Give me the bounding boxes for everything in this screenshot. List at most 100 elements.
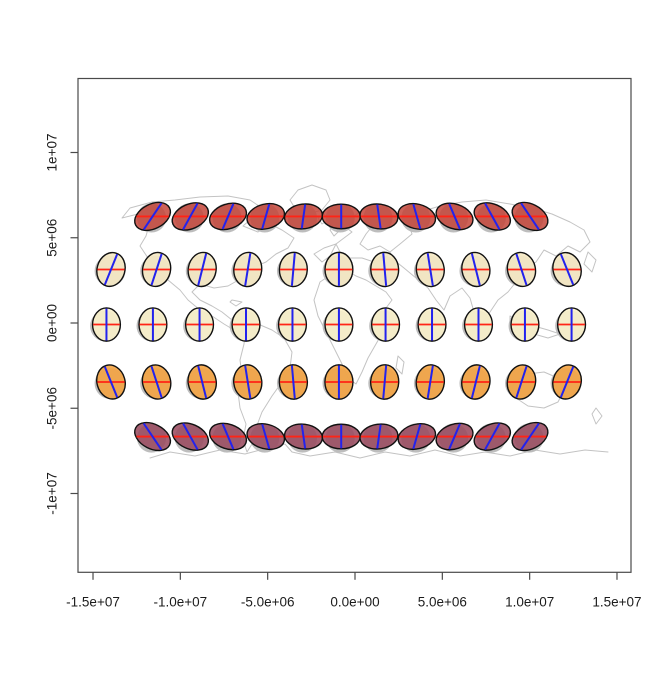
ellipse-row-lat-30N [94,251,582,288]
tissot-ellipse-glyph [369,364,400,400]
x-axis-tick-label: -1.0e+07 [154,594,208,609]
tissot-ellipse-glyph [283,203,324,230]
y-axis-tick-label: 5e+06 [45,219,60,257]
tissot-ellipse-glyph [435,422,474,451]
meridian-line-blue [470,365,481,399]
meridian-line-blue [559,253,575,286]
tissot-ellipse-glyph [277,307,308,342]
tissot-ellipse-glyph [184,307,215,342]
coastline-path [121,195,295,331]
meridian-line-blue [150,253,163,286]
tissot-ellipse-glyph [461,364,491,400]
tissot-ellipse-glyph [233,364,263,400]
tissot-ellipse-glyph [278,364,309,400]
coastline-path [591,407,603,425]
tissot-ellipse-glyph [506,251,537,288]
meridian-line-blue [142,422,163,451]
tissot-ellipse-glyph [324,251,354,288]
meridian-line-blue [515,253,528,286]
meridian-line-blue [515,366,528,398]
ellipse-row-lat-60N [134,201,549,233]
meridian-line-blue [300,204,307,229]
meridian-line-blue [412,424,422,450]
x-axis-tick-label: 1.5e+07 [592,594,641,609]
meridian-line-blue [448,203,461,230]
coastline-path [229,299,243,307]
tissot-ellipse-glyph [246,202,286,230]
y-axis-tick-label: 0e+00 [45,304,60,342]
meridian-line-blue [300,424,307,449]
meridian-line-blue [182,423,199,451]
tissot-ellipse-glyph [134,421,172,452]
tissot-ellipse-glyph [278,251,308,288]
tissot-ellipse-glyph [556,307,587,342]
tissot-ellipse-glyph [321,423,361,450]
tissot-ellipse-glyph [511,201,549,232]
meridian-line-blue [103,253,119,286]
tissot-ellipse-glyph [359,203,399,230]
tissot-ellipse-glyph [96,251,126,288]
tissot-ellipse-glyph [510,307,540,342]
tissot-ellipse-glyph [415,251,445,288]
tissot-ellipse-glyph [233,251,263,288]
coastline-path [395,355,405,375]
tissot-ellipse-glyph [415,364,446,400]
ellipse-row-lat-60S [134,421,549,453]
tissot-ellipse-glyph [96,364,126,400]
tissot-ellipse-glyph [359,423,399,450]
meridian-line-blue [197,365,208,399]
meridian-line-blue [142,202,163,231]
tissot-ellipse-glyph [187,364,217,400]
meridian-line-blue [426,253,434,286]
tissot-ellipse-glyph [511,421,549,452]
coastline-path [389,199,591,325]
x-axis: -1.5e+07 -1.0e+07 -5.0e+06 0.0e+00 5.0e+06 1.… [66,572,642,609]
meridian-line-blue [520,202,540,231]
meridian-line-blue [382,253,388,286]
tissot-ellipse-glyph [473,202,512,231]
x-axis-tick-label: 5.0e+06 [418,594,467,609]
meridian-line-blue [559,366,575,398]
tissot-ellipse-glyph [208,422,248,451]
ellipse-row-lat-30S [94,364,583,400]
meridian-line-blue [484,202,501,230]
meridian-line-blue [244,253,252,286]
meridian-line-blue [290,253,296,286]
meridian-line-blue [290,365,296,399]
tissot-ellipse-glyph [231,307,261,342]
tissot-ellipse-glyph [141,251,172,288]
ellipse-row-lat-0 [90,307,587,342]
meridian-line-blue [221,203,235,230]
meridian-line-blue [376,424,382,449]
meridian-line-blue [484,423,501,451]
meridian-line-blue [150,366,163,398]
meridian-line-blue [376,204,382,229]
tissot-ellipse-glyph [435,202,474,231]
y-axis: -1e+07 -5e+06 0e+00 5e+06 1e+07 [45,134,78,515]
tissot-ellipse-glyph [506,364,537,400]
x-axis-tick-label: -1.5e+07 [66,594,120,609]
meridian-line-blue [261,203,271,229]
tissot-ellipse-glyph [417,307,447,342]
meridian-line-blue [470,253,481,286]
tissot-ellipse-glyph [91,307,122,342]
tissot-ellipse-glyph [208,202,248,231]
tissot-ellipse-glyph [463,307,494,342]
meridian-line-blue [412,203,422,229]
tissot-ellipse-glyph [370,307,401,342]
tissot-ellipse-glyph [171,422,210,451]
meridian-line-blue [182,202,199,230]
coastline-path [583,251,597,273]
y-axis-tick-label: 1e+07 [45,134,60,172]
tissot-ellipse-glyph [324,307,354,342]
meridian-line-blue [382,365,388,399]
tissot-ellipse-glyph [283,423,324,450]
tissot-ellipse-glyph [552,251,582,288]
y-axis-tick-label: -5e+06 [45,387,60,429]
meridian-line-blue [244,365,252,399]
tissot-ellipse-layer [90,201,587,453]
tissot-ellipse-glyph [187,251,217,288]
tissot-ellipse-glyph [397,202,437,230]
tissot-ellipse-glyph [461,251,491,288]
